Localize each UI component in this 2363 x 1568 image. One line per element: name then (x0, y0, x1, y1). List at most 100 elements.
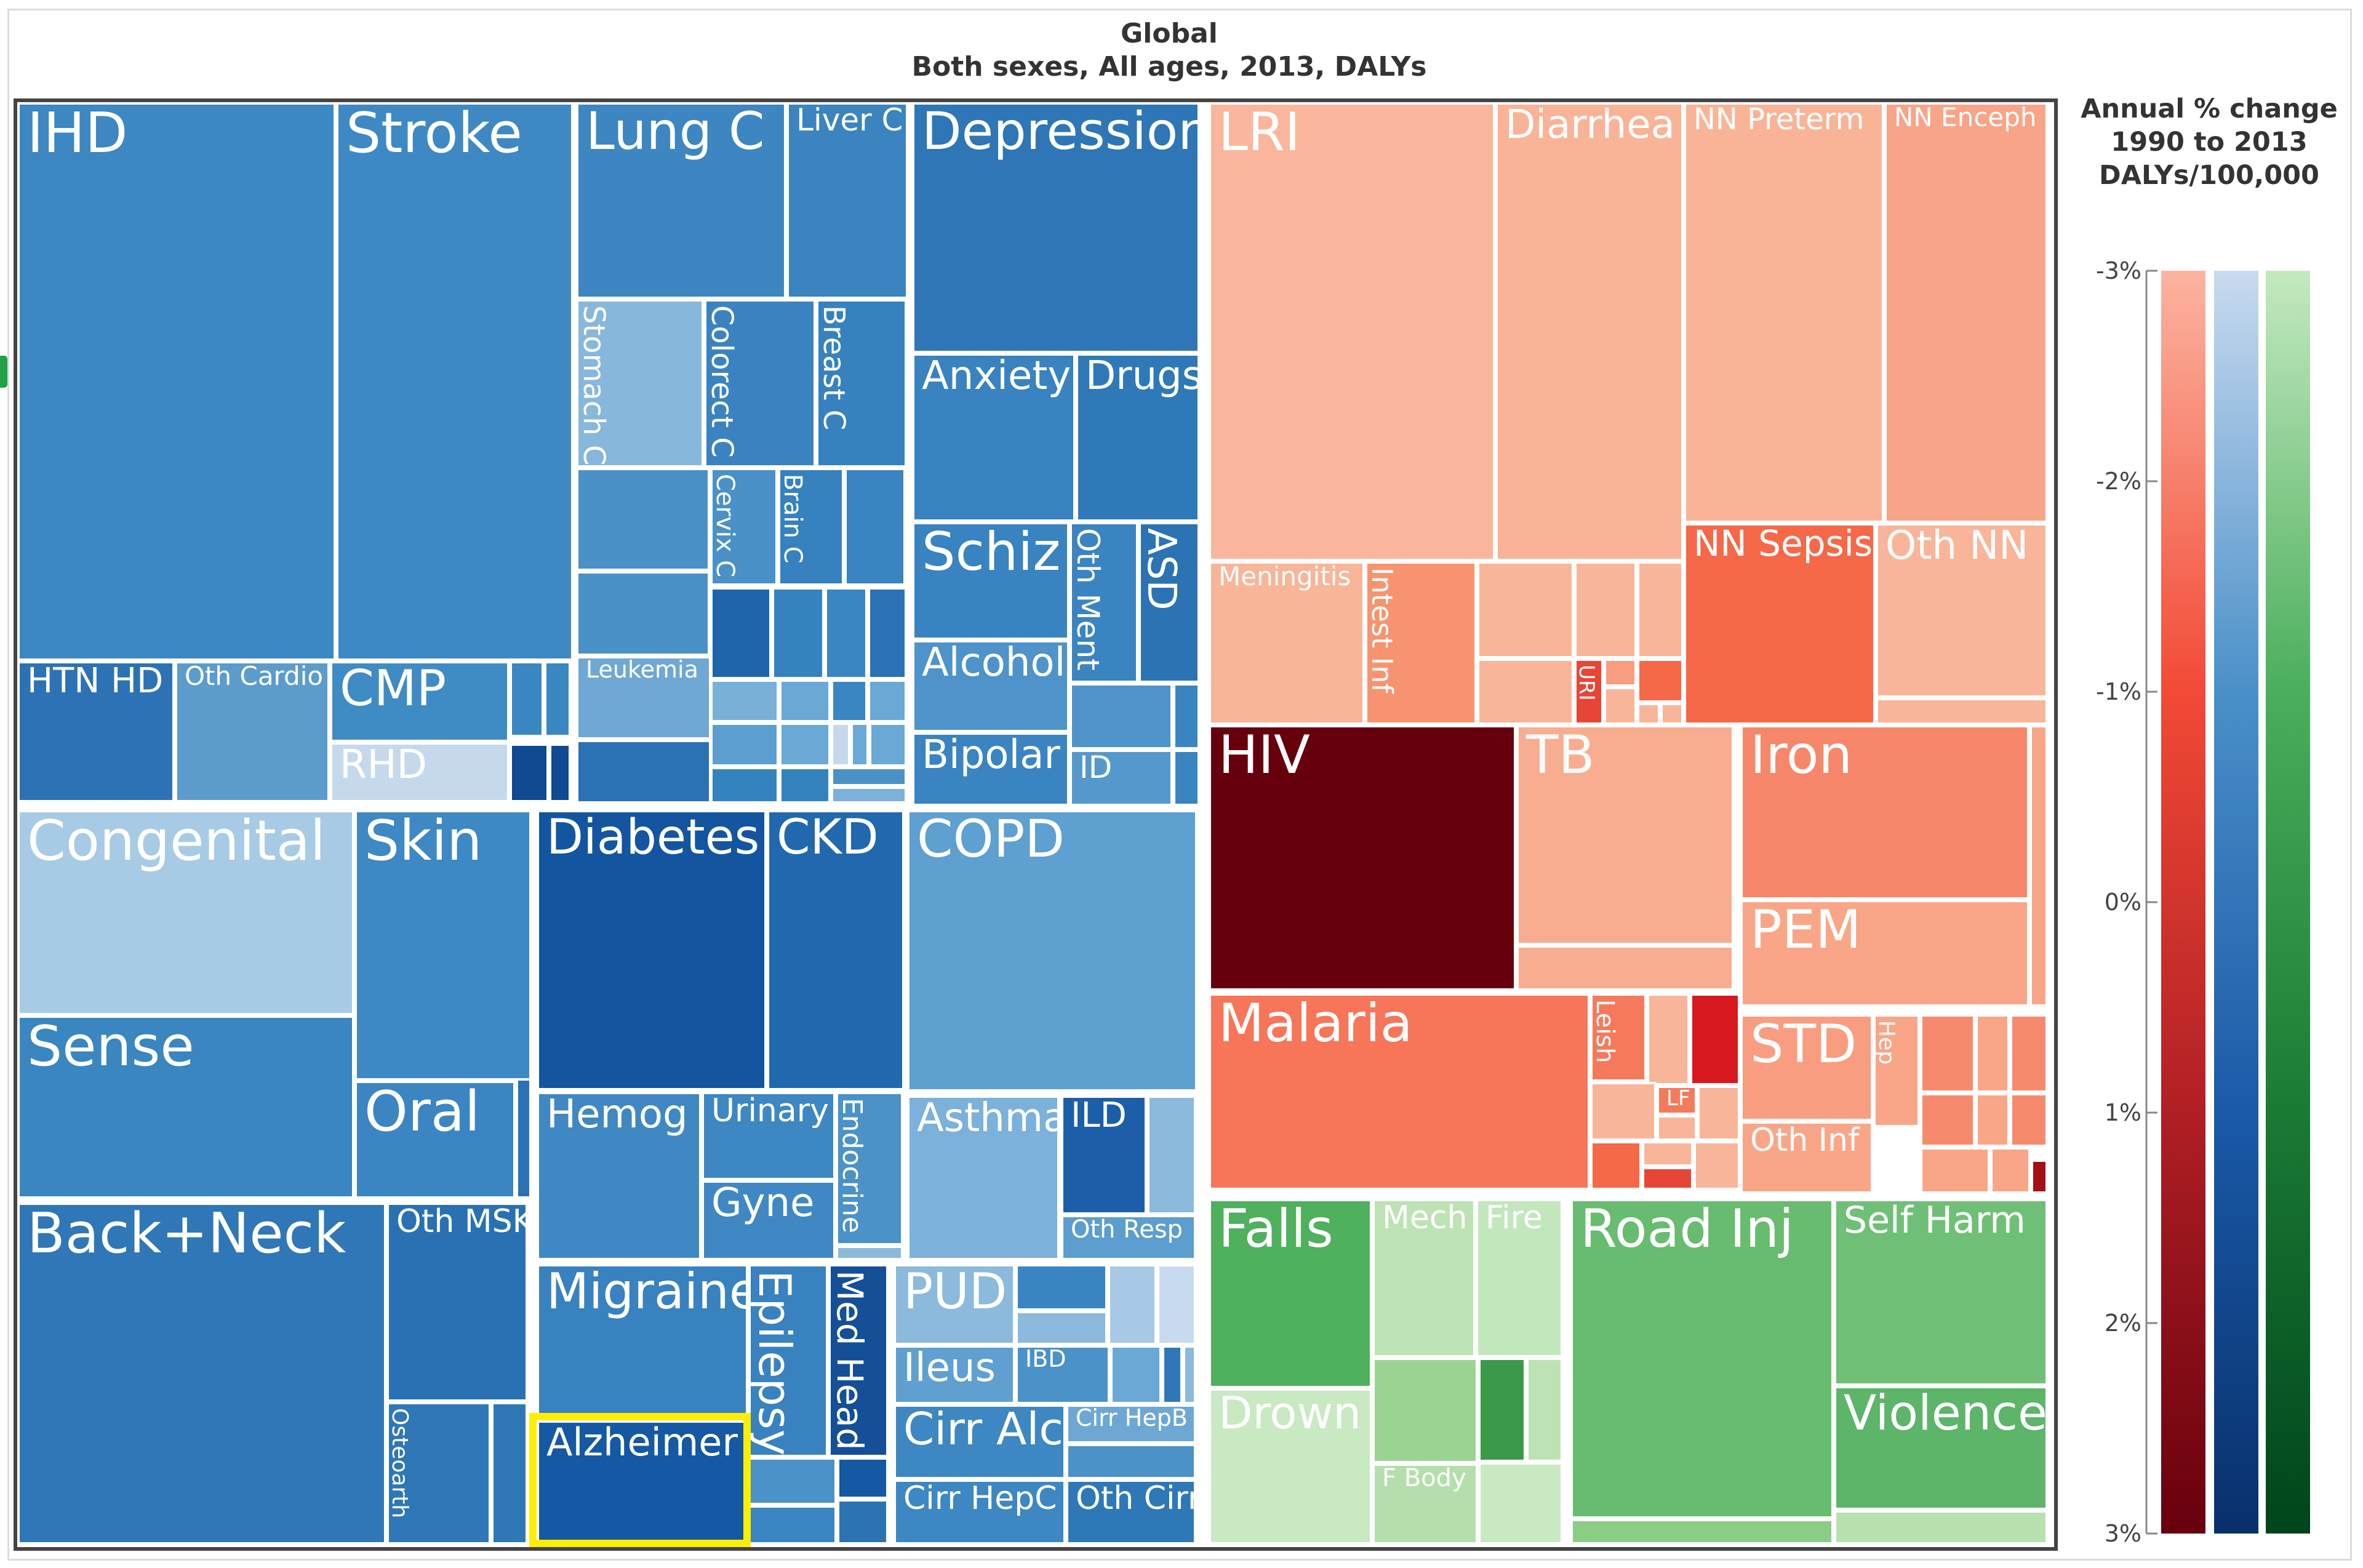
treemap-small-cell-20 (710, 767, 779, 804)
cell-label-iron: Iron (1750, 724, 1852, 786)
cell-skin[interactable] (354, 810, 532, 1081)
cell-diarrhea[interactable] (1495, 102, 1684, 561)
cell-colorect-c[interactable] (704, 299, 816, 468)
cell-mech[interactable] (1372, 1199, 1476, 1358)
cell-migraine[interactable] (537, 1264, 748, 1420)
cell-ckd[interactable] (767, 810, 905, 1090)
cell-gyne[interactable] (702, 1180, 836, 1260)
cell-oth-inf[interactable] (1740, 1121, 1873, 1194)
cell-cirr-hepb[interactable] (1066, 1404, 1196, 1444)
cell-label-asd: ASD (1138, 528, 1184, 610)
cell-ihd[interactable] (17, 102, 336, 661)
cell-uri[interactable] (1574, 658, 1604, 725)
cell-oth-msk[interactable] (386, 1202, 528, 1402)
cell-stomach-c[interactable] (576, 299, 704, 468)
cell-intest-inf[interactable] (1365, 561, 1477, 725)
cell-cirr-hepc[interactable] (894, 1479, 1066, 1545)
cell-drugs[interactable] (1076, 353, 1200, 522)
cell-liver-c[interactable] (786, 102, 908, 299)
cell-id[interactable] (1070, 750, 1173, 806)
cell-oth-cirr[interactable] (1066, 1479, 1196, 1545)
cell-nn-enceph[interactable] (1884, 102, 2048, 523)
cell-ileus[interactable] (894, 1345, 1015, 1404)
cell-lri[interactable] (1209, 102, 1495, 561)
cell-bipolar[interactable] (912, 732, 1070, 806)
cell-self-harm[interactable] (1834, 1199, 2048, 1386)
cell-anxiety[interactable] (912, 353, 1076, 522)
cell-label-oth-nn: Oth NN (1885, 523, 2028, 569)
treemap-small-cell-38 (1108, 1264, 1157, 1345)
cell-endocrine[interactable] (836, 1092, 903, 1246)
cell-brain-c[interactable] (778, 468, 844, 586)
cell-oth-nn[interactable] (1876, 523, 2048, 698)
cell-sense[interactable] (17, 1015, 354, 1199)
treemap-small-cell-23 (831, 786, 907, 804)
legend-title: Annual % change 1990 to 2013 DALYs/100,0… (2055, 92, 2363, 192)
cell-nn-preterm[interactable] (1684, 102, 1884, 523)
cell-depression[interactable] (912, 102, 1200, 353)
cell-lung-c[interactable] (576, 102, 786, 299)
cell-epilepsy[interactable] (748, 1264, 828, 1457)
cell-schiz[interactable] (912, 522, 1070, 640)
cell-falls[interactable] (1209, 1199, 1372, 1388)
cell-nn-sepsis[interactable] (1684, 523, 1876, 725)
cell-cmp[interactable] (330, 661, 510, 742)
cell-copd[interactable] (907, 810, 1197, 1092)
cell-alcohol[interactable] (912, 640, 1070, 732)
cell-std[interactable] (1740, 1014, 1873, 1121)
cell-oth-resp[interactable] (1061, 1215, 1196, 1260)
cell-tb[interactable] (1516, 725, 1734, 945)
cell-rhd[interactable] (330, 742, 510, 802)
cell-urinary[interactable] (702, 1092, 836, 1180)
cell-stroke[interactable] (336, 102, 574, 661)
cell-iron[interactable] (1740, 725, 2029, 900)
cell-leukemia[interactable] (576, 656, 711, 740)
cell-asthma[interactable] (907, 1095, 1060, 1260)
cell-med-head[interactable] (828, 1264, 889, 1457)
highlight-box (529, 1413, 751, 1547)
cell-cirr-alc[interactable] (894, 1404, 1066, 1479)
cell-f-body[interactable] (1372, 1463, 1478, 1545)
cell-pem[interactable] (1740, 900, 2029, 1007)
treemap-small-cell-51 (1637, 703, 1660, 725)
treemap-small-cell-64 (1693, 1141, 1740, 1190)
cell-fire[interactable] (1476, 1199, 1563, 1358)
treemap-small-cell-11 (710, 679, 779, 722)
legend-tick-label: -2% (2096, 468, 2141, 495)
cell-hemog[interactable] (537, 1092, 702, 1260)
cell-lf[interactable] (1657, 1086, 1697, 1115)
treemap-small-cell-79 (1834, 1510, 2048, 1545)
cell-cervix-c[interactable] (710, 468, 778, 586)
cell-meningitis[interactable] (1209, 561, 1365, 725)
cell-road-inj[interactable] (1570, 1199, 1834, 1519)
cell-drown[interactable] (1209, 1388, 1372, 1545)
cell-pud[interactable] (894, 1264, 1015, 1345)
cell-label-breast-c: Breast C (817, 305, 851, 430)
cell-oth-ment[interactable] (1070, 522, 1138, 683)
cell-oral[interactable] (354, 1081, 516, 1199)
treemap-small-cell-60 (1697, 1086, 1740, 1141)
cell-malaria[interactable] (1209, 993, 1590, 1190)
cell-oth-cardio[interactable] (175, 661, 330, 802)
cell-leish[interactable] (1590, 993, 1647, 1082)
cell-breast-c[interactable] (816, 299, 907, 468)
cell-label-gyne: Gyne (711, 1180, 814, 1226)
cell-hiv[interactable] (1209, 725, 1516, 991)
legend-tick-label: 3% (2105, 1520, 2141, 1547)
cell-diabetes[interactable] (537, 810, 767, 1090)
cell-ild[interactable] (1061, 1095, 1147, 1215)
cell-hep[interactable] (1873, 1014, 1920, 1127)
cell-asd[interactable] (1138, 522, 1200, 683)
cell-label-hemog: Hemog (546, 1092, 688, 1137)
treemap-small-cell-30 (1147, 1095, 1196, 1215)
cell-htn-hd[interactable] (17, 661, 175, 802)
cell-label-urinary: Urinary (711, 1092, 829, 1129)
cell-ibd[interactable] (1015, 1345, 1110, 1404)
treemap-small-cell-66 (1975, 1014, 2010, 1093)
cell-violence[interactable] (1834, 1386, 2048, 1510)
cell-back-neck[interactable] (17, 1202, 386, 1545)
cell-osteoarth[interactable] (386, 1402, 491, 1545)
cell-label-ild: ILD (1071, 1095, 1127, 1135)
cell-congenital[interactable] (17, 810, 354, 1015)
treemap-small-cell-33 (748, 1505, 837, 1545)
